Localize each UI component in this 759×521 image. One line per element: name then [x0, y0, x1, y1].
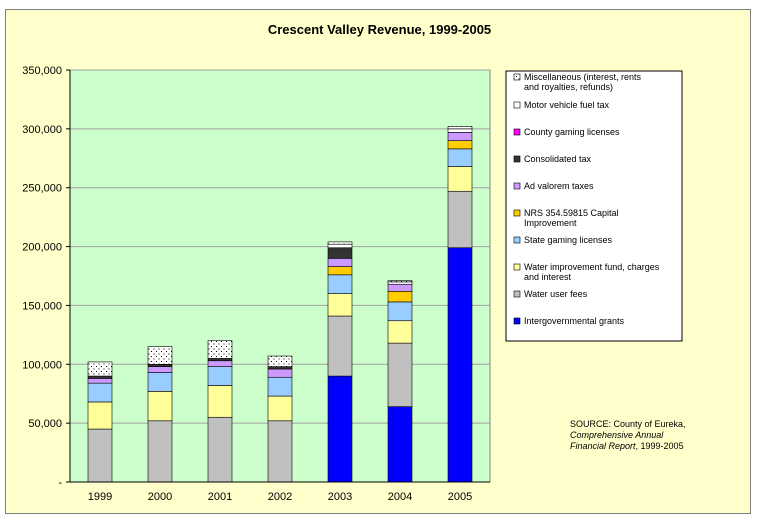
bar-segment	[387, 301, 413, 322]
bar-segment	[207, 358, 233, 362]
bar-segment	[327, 243, 353, 249]
legend-swatch	[513, 155, 521, 163]
source-note: SOURCE: County of Eureka, Comprehensive …	[570, 419, 686, 452]
legend-swatch	[513, 236, 521, 244]
legend-swatch	[513, 128, 521, 136]
x-axis: 1999 2000 2001 2002 2003 2004 2005	[70, 481, 490, 503]
bar-segment	[267, 395, 293, 422]
bar-segment	[387, 283, 413, 292]
legend-label: Miscellaneous (interest, rents and royalt…	[524, 72, 642, 92]
bar-segment	[387, 320, 413, 344]
legend-swatch	[513, 182, 521, 190]
bar-segment	[387, 406, 413, 483]
bar-segment	[147, 420, 173, 483]
y-axis: - 50,000 100,000 150,000 200,000 250,000 300,0…	[22, 65, 71, 489]
gridlines	[70, 69, 490, 424]
bar-segment	[87, 428, 113, 483]
bar-segment	[447, 166, 473, 192]
bar-segment	[387, 280, 413, 283]
bars	[87, 126, 473, 483]
bar-segment	[207, 360, 233, 367]
source-line-1: SOURCE: County of Eureka,	[570, 419, 686, 429]
bar-segment	[87, 375, 113, 379]
bar-segment	[327, 375, 353, 483]
y-tick-label: 250,000	[22, 183, 62, 195]
legend-swatch	[513, 209, 521, 217]
bar-segment	[327, 315, 353, 377]
bar-segment	[87, 378, 113, 384]
source-report-name: Financial Report	[570, 441, 636, 451]
bar-segment	[447, 132, 473, 141]
bar-segment	[267, 420, 293, 483]
legend-box	[505, 70, 683, 342]
legend-swatch	[513, 263, 521, 271]
chart-title: Crescent Valley Revenue, 1999-2005	[267, 22, 492, 37]
legend-swatch	[513, 101, 521, 109]
bar-segment	[387, 342, 413, 407]
source-line-2: Comprehensive Annual	[570, 430, 664, 440]
bar-segment	[327, 241, 353, 245]
bar-segment	[87, 382, 113, 403]
bar-segment	[267, 366, 293, 370]
bar-segment	[147, 346, 173, 365]
bar-segment	[327, 274, 353, 294]
x-tick-label: 2003	[328, 491, 352, 503]
bar-segment	[147, 372, 173, 392]
bar-segment	[447, 128, 473, 133]
bar-segment	[207, 340, 233, 359]
legend-label: Water improvement fund, charges and inter…	[524, 262, 660, 282]
y-tick-label: 100,000	[22, 359, 62, 371]
legend-label: Ad valorem taxes	[524, 181, 594, 191]
bar-segment	[267, 376, 293, 397]
legend-label: Water user fees	[524, 289, 588, 299]
bar-segment	[447, 140, 473, 150]
legend-swatch	[513, 290, 521, 298]
y-tick-label: 350,000	[22, 65, 62, 77]
bar-segment	[267, 368, 293, 378]
x-tick-label: 2002	[268, 491, 292, 503]
x-tick-label: 1999	[88, 491, 112, 503]
bar-segment	[207, 416, 233, 483]
bar-segment	[87, 401, 113, 430]
legend-label: County gaming licenses	[524, 127, 620, 137]
bar-segment	[147, 366, 173, 373]
bar-segment	[447, 126, 473, 130]
bar-segment	[327, 293, 353, 317]
bar-segment	[387, 281, 413, 285]
legend-label: NRS 354.59815 Capital Improvement	[524, 208, 619, 228]
bar-segment	[87, 361, 113, 377]
source-years: , 1999-2005	[635, 441, 684, 451]
bar-segment	[147, 363, 173, 367]
source-line-3: Financial Report, 1999-2005	[570, 441, 686, 452]
bar-segment	[327, 266, 353, 276]
x-tick-label: 2004	[388, 491, 412, 503]
x-tick-label: 2001	[208, 491, 232, 503]
bar-segment	[327, 258, 353, 267]
legend-label: Intergovernmental grants	[524, 316, 625, 326]
bar-segment	[447, 247, 473, 483]
x-tick-label: 2000	[148, 491, 172, 503]
bar-segment	[447, 190, 473, 249]
x-tick-label: 2005	[448, 491, 472, 503]
legend-label: Consolidated tax	[524, 154, 592, 164]
bar-segment	[207, 366, 233, 386]
bar-segment	[207, 385, 233, 418]
y-tick-label: 300,000	[22, 124, 62, 136]
legend-swatch	[513, 73, 521, 81]
legend-label: State gaming licenses	[524, 235, 613, 245]
bar-segment	[387, 291, 413, 303]
y-tick-label: 200,000	[22, 242, 62, 254]
bar-segment	[327, 247, 353, 259]
bar-segment	[267, 355, 293, 367]
y-tick-label: 50,000	[28, 418, 62, 430]
legend-label: Motor vehicle fuel tax	[524, 100, 610, 110]
legend-swatch	[513, 317, 521, 325]
y-tick-label: -	[58, 477, 62, 489]
y-tick-label: 150,000	[22, 300, 62, 312]
legend: Miscellaneous (interest, rents and royalt…	[505, 70, 683, 342]
bar-segment	[447, 148, 473, 167]
bar-segment	[147, 391, 173, 422]
